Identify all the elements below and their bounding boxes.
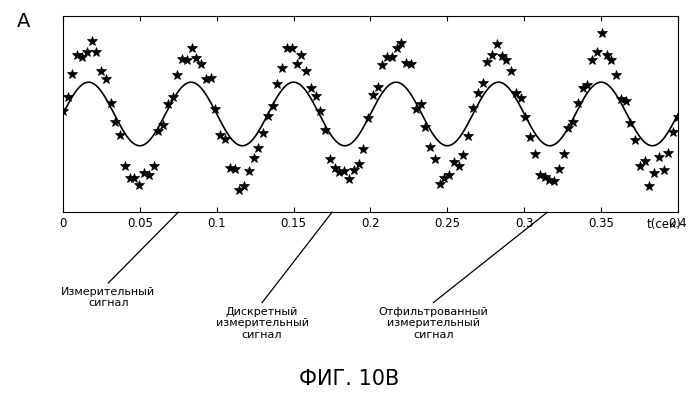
Text: Отфильтрованный
измерительный
сигнал: Отфильтрованный измерительный сигнал <box>378 307 489 340</box>
Text: Измерительный
сигнал: Измерительный сигнал <box>62 287 155 309</box>
Text: Дискретный
измерительный
сигнал: Дискретный измерительный сигнал <box>215 307 309 340</box>
Text: ФИГ. 10В: ФИГ. 10В <box>299 369 400 389</box>
Text: A: A <box>17 12 30 31</box>
Text: t(сек): t(сек) <box>647 218 682 231</box>
